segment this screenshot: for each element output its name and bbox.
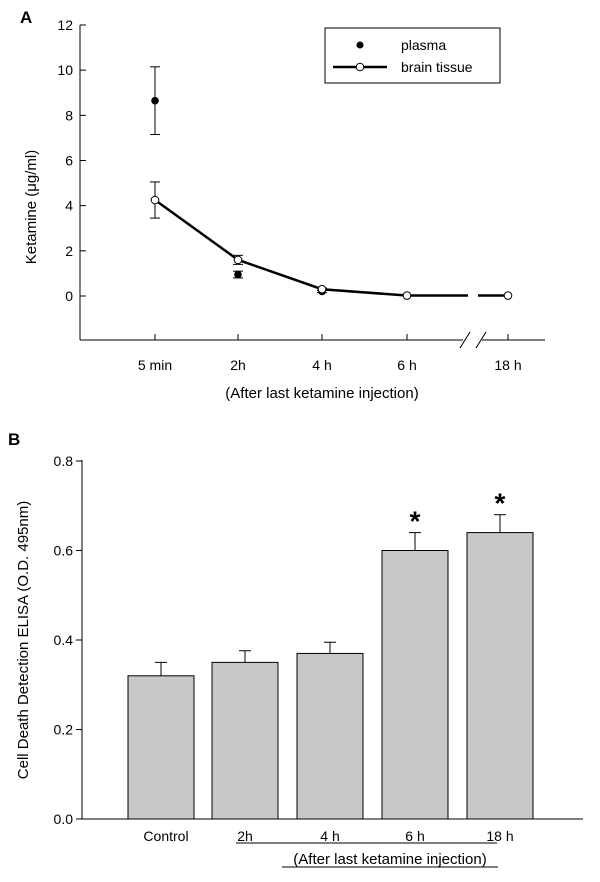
panel-b-x-tick-labels: Control 2h 4 h 6 h 18 h xyxy=(143,828,513,844)
panel-b-x-axis-title: (After last ketamine injection) xyxy=(293,851,486,868)
panel-a-x-axis-title: (After last ketamine injection) xyxy=(225,385,418,402)
brain-tissue-point xyxy=(150,195,160,205)
a-y-tick-label: 4 xyxy=(65,198,73,214)
panel-a-x-ticks: 5 min 2h 4 h 6 h 18 h xyxy=(138,334,522,373)
bar xyxy=(211,661,279,820)
bar xyxy=(381,550,449,820)
panel-a-markers xyxy=(150,96,513,300)
b-y-tick-label: 0.0 xyxy=(54,811,74,827)
panel-a-legend: plasma brain tissue xyxy=(324,27,501,84)
panel-b-y-axis-title: Cell Death Detection ELISA (O.D. 495nm) xyxy=(15,501,32,779)
legend-plasma-label: plasma xyxy=(401,37,446,53)
b-x-tick-label: 2h xyxy=(237,828,253,844)
axis-break-mark-2 xyxy=(475,331,487,349)
b-x-tick-label: 6 h xyxy=(405,828,424,844)
a-x-tick-label: 6 h xyxy=(397,357,416,373)
b-y-tick-label: 0.8 xyxy=(54,453,74,469)
brain-tissue-point xyxy=(503,291,513,300)
a-x-tick-label: 4 h xyxy=(312,357,331,373)
significance-star: * xyxy=(410,506,421,537)
b-x-tick-label: Control xyxy=(143,828,188,844)
panel-b-significance-marks: ** xyxy=(410,488,506,537)
b-y-tick-label: 0.2 xyxy=(54,722,74,738)
bar xyxy=(466,532,534,820)
b-x-tick-label: 18 h xyxy=(486,828,513,844)
a-y-tick-label: 0 xyxy=(65,288,73,304)
panel-b-bars xyxy=(127,532,534,820)
a-x-tick-label: 5 min xyxy=(138,357,172,373)
bar xyxy=(296,652,364,820)
panel-b-error-bars xyxy=(155,514,506,676)
legend-brain-tissue-label: brain tissue xyxy=(401,59,473,75)
a-y-tick-label: 12 xyxy=(57,17,73,33)
brain-tissue-point xyxy=(402,291,412,300)
axis-break-mark-1 xyxy=(459,331,471,349)
panel-a-y-ticks: 0 2 4 6 8 10 12 xyxy=(57,17,86,304)
b-y-tick-label: 0.4 xyxy=(54,632,74,648)
legend-brain-tissue-marker-icon xyxy=(355,62,365,72)
brain-tissue-series-line xyxy=(154,199,408,297)
panel-a-y-axis-title: Ketamine (μg/ml) xyxy=(23,150,40,265)
brain-tissue-line xyxy=(154,199,508,297)
b-x-tick-label: 4 h xyxy=(320,828,339,844)
a-y-tick-label: 6 xyxy=(65,153,73,169)
panel-a: A 0 2 4 6 8 10 12 5 min 2h 4 h 6 h 18 h Ketamine (… xyxy=(20,8,545,402)
a-x-tick-label: 18 h xyxy=(494,357,521,373)
legend-plasma-marker-icon xyxy=(356,41,364,49)
a-x-tick-label: 2h xyxy=(230,357,246,373)
b-y-tick-label: 0.6 xyxy=(54,543,74,559)
plasma-point xyxy=(234,270,242,279)
legend-box xyxy=(324,27,501,84)
brain-tissue-point xyxy=(317,284,327,294)
panel-b-y-ticks: 0.0 0.2 0.4 0.6 0.8 xyxy=(54,453,82,827)
brain-tissue-point xyxy=(233,255,243,265)
panel-a-label: A xyxy=(20,8,32,27)
a-y-tick-label: 10 xyxy=(57,62,73,78)
bar xyxy=(127,675,195,820)
significance-star: * xyxy=(495,488,506,519)
a-y-tick-label: 8 xyxy=(65,107,73,123)
panel-b-label: B xyxy=(8,430,20,449)
plasma-point xyxy=(151,96,159,105)
a-y-tick-label: 2 xyxy=(65,243,73,259)
